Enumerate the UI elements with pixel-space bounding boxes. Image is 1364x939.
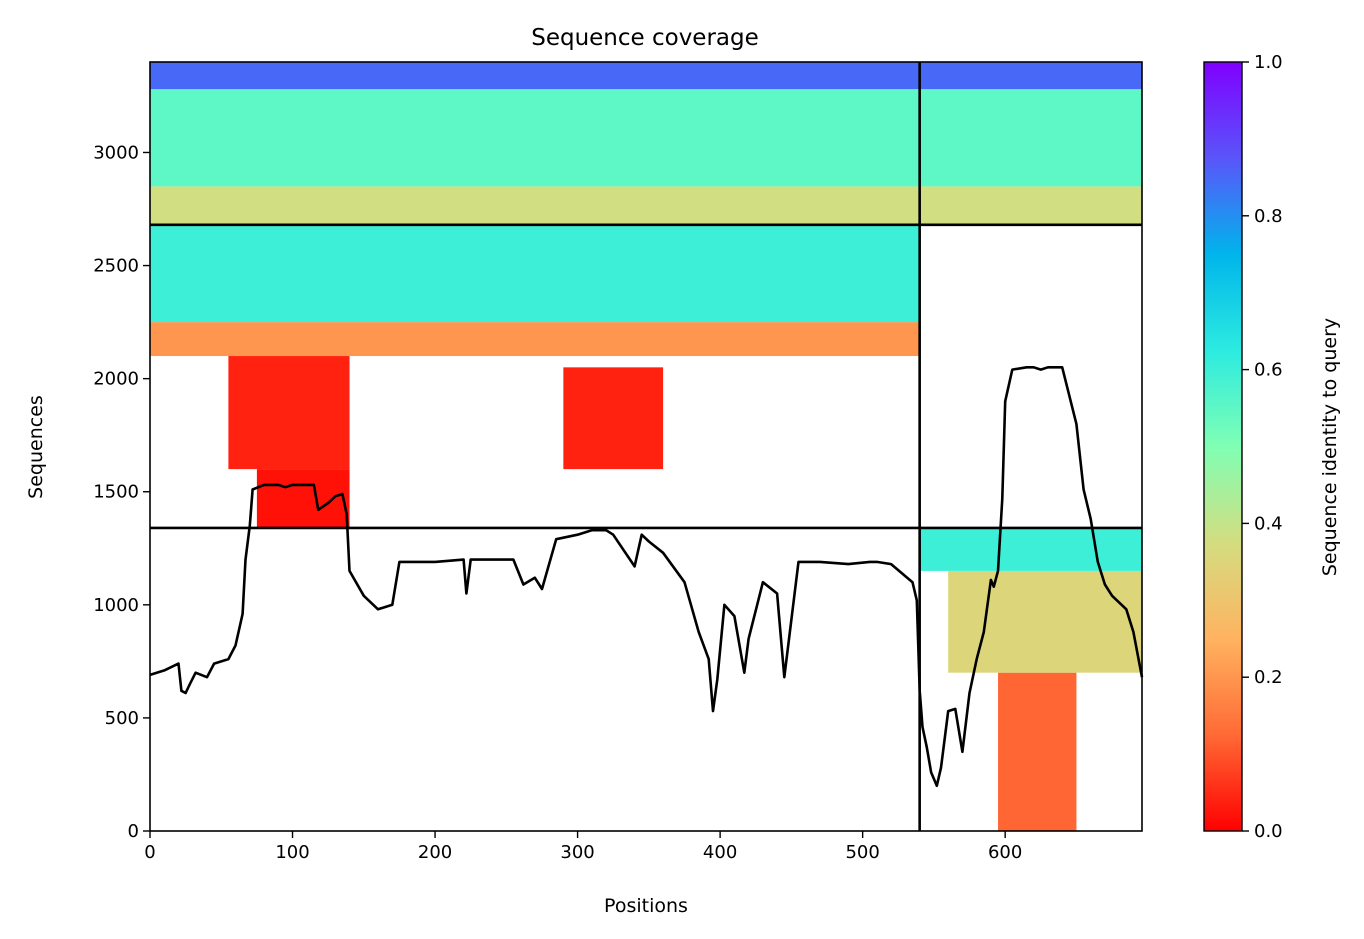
y-axis: 0 500 1000 1500 2000 2500 3000 [93,142,150,842]
chart-title: Sequence coverage [531,25,759,51]
x-tick-label: 400 [703,842,737,863]
colorbar: 0.0 0.2 0.4 0.6 0.8 1.0 Sequence identity to … [1203,52,1341,842]
x-axis-label: Positions [604,895,688,917]
y-tick-label: 2000 [93,369,139,390]
colorbar-label: Sequence identity to query [1319,318,1341,576]
x-axis: 0 100 200 300 400 500 600 [144,831,1022,863]
y-tick-label: 500 [105,708,139,729]
x-tick-label: 200 [418,842,452,863]
heat-cell-chain1-chain2-3 [150,322,920,357]
heat-cell-chain2-chain1-2 [919,527,1142,571]
y-tick-label: 2500 [93,256,139,277]
x-tick-label: 0 [144,842,155,863]
heat-cell-chain2-top-1 [919,89,1142,187]
colorbar-tick-label: 1.0 [1254,52,1283,73]
heat-cell-chain1-top-2 [150,62,920,90]
heat-cell-chain2-top-2 [919,62,1142,90]
y-tick-label: 1000 [93,595,139,616]
coverage-heatmap [150,62,1142,831]
heat-cell-chain1-chain2-4 [150,224,920,323]
colorbar-tick-label: 0.4 [1254,513,1283,534]
y-tick-label: 1500 [93,482,139,503]
heat-cell-chain2-chain1-0 [998,672,1077,831]
heat-cell-chain1-chain2-1 [228,356,350,470]
y-tick-label: 3000 [93,142,139,163]
heat-cell-chain2-top-0 [919,186,1142,225]
x-tick-label: 100 [275,842,309,863]
heat-cell-chain1-chain2-0 [256,469,350,528]
x-tick-label: 300 [560,842,594,863]
colorbar-tick-label: 0.2 [1254,667,1283,688]
plot-area [149,61,1144,832]
y-axis-label: Sequences [25,395,47,499]
heat-cell-chain2-chain1-1 [948,570,1142,673]
plot-frame [149,61,1143,832]
x-tick-label: 600 [988,842,1022,863]
coverage-line [149,365,1144,788]
colorbar-ticks: 0.0 0.2 0.4 0.6 0.8 1.0 [1242,52,1283,842]
colorbar-tick-label: 0.0 [1254,821,1283,842]
colorbar-tick-label: 0.6 [1254,360,1283,381]
heat-cell-chain1-top-0 [150,186,920,225]
colorbar-tick-label: 0.8 [1254,206,1283,227]
coverage-line-series-0 [149,365,1144,788]
heat-cell-chain1-top-1 [150,89,920,187]
x-tick-label: 500 [845,842,879,863]
colorbar-gradient [1203,61,1243,832]
y-tick-label: 0 [128,821,139,842]
heat-cell-chain1-chain2-2 [563,367,664,470]
